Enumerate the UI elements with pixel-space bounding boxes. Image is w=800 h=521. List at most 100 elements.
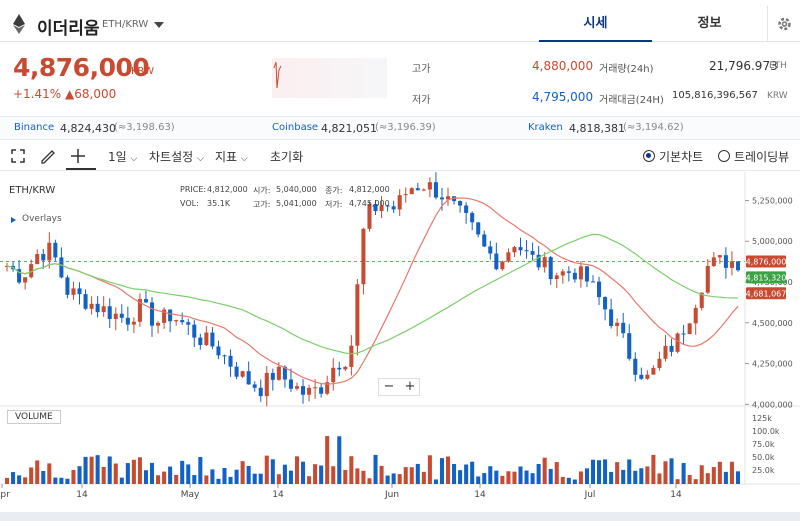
- zoom-in-button[interactable]: +: [404, 379, 416, 394]
- candle-body: [723, 255, 728, 268]
- candle-body: [494, 253, 499, 270]
- coin-select-chevron-icon[interactable]: [154, 22, 164, 28]
- candle-body: [524, 250, 529, 252]
- volume-bar: [252, 473, 257, 484]
- volume-bar: [59, 477, 64, 484]
- candle-body: [270, 372, 275, 380]
- candle-body: [361, 228, 366, 285]
- reset-button[interactable]: 초기화: [270, 150, 304, 164]
- volume-bar: [548, 468, 553, 484]
- candle-body: [168, 309, 173, 322]
- candle-body: [47, 242, 52, 261]
- candle-body: [258, 387, 263, 397]
- volume-bar: [361, 470, 366, 484]
- volume-bar: [476, 476, 481, 484]
- candle-body: [246, 371, 251, 385]
- price-badge: [746, 271, 786, 284]
- candle-body: [264, 372, 269, 397]
- candle-body: [729, 261, 734, 268]
- tab-price[interactable]: 시세: [539, 6, 652, 42]
- interval-label: 1일: [108, 150, 127, 164]
- candle-body: [59, 257, 64, 278]
- crosshair-active-indicator: [66, 168, 96, 170]
- volume-bar: [125, 463, 130, 484]
- volume-bar: [35, 460, 40, 484]
- candle-body: [186, 322, 191, 325]
- price-change: +1.41% ▲68,000: [13, 87, 116, 101]
- overlays-label[interactable]: Overlays: [22, 214, 62, 224]
- volume-bar: [385, 475, 390, 484]
- volume-bar: [693, 479, 698, 484]
- interval-select[interactable]: 1일 ⌵: [108, 148, 137, 165]
- volume-bar: [47, 463, 52, 484]
- candle-body: [35, 254, 40, 265]
- exchange-prices-row: Binance 4,824,430 (≈3,198.63) Coinbase 4…: [0, 116, 800, 140]
- date-tick-label: 14: [76, 490, 88, 500]
- candle-body: [488, 246, 493, 254]
- volume-bar: [518, 466, 523, 484]
- candle-body: [421, 189, 426, 191]
- candle-body: [518, 247, 523, 251]
- candle-body: [433, 182, 438, 198]
- volume-bar: [645, 466, 650, 484]
- volume-bar: [669, 458, 674, 484]
- volume-bar: [107, 456, 112, 484]
- tab-info[interactable]: 정보: [697, 16, 722, 31]
- tradingview-radio[interactable]: [718, 150, 730, 162]
- tradingview-label[interactable]: 트레이딩뷰: [734, 150, 790, 164]
- volume-bar: [687, 474, 692, 484]
- volume-bar: [264, 455, 269, 484]
- basic-chart-radio[interactable]: [643, 150, 655, 162]
- candle-body: [373, 203, 378, 212]
- volume-bar: [433, 479, 438, 484]
- price-badge-text: 4,681,067: [746, 289, 787, 298]
- price-unit: KRW: [131, 66, 154, 77]
- price-chart[interactable]: 5,250,0005,000,0004,750,0004,500,0004,25…: [0, 172, 800, 512]
- volume-bar: [729, 461, 734, 484]
- volume-bar: [23, 477, 28, 484]
- ohlc-close: 4,812,000: [349, 185, 390, 194]
- volume-bar: [131, 459, 136, 484]
- volume-bar: [343, 470, 348, 484]
- volume-bar: [452, 464, 457, 484]
- chart-settings-menu[interactable]: 차트설정 ⌵: [149, 148, 204, 165]
- settings-button[interactable]: [767, 6, 800, 42]
- fullscreen-icon[interactable]: [11, 149, 25, 163]
- candle-body: [113, 313, 118, 319]
- volume-bar: [705, 473, 710, 484]
- volume-bar: [349, 456, 354, 484]
- volume-bar: [89, 456, 94, 484]
- volume-bar: [216, 478, 221, 484]
- indicators-menu[interactable]: 지표 ⌵: [215, 148, 248, 165]
- candle-body: [639, 374, 644, 379]
- overlays-toggle-icon[interactable]: [11, 217, 16, 223]
- candle-body: [693, 307, 698, 324]
- volume-bar: [319, 465, 324, 484]
- pencil-icon[interactable]: [40, 148, 58, 164]
- high-value: 4,880,000: [532, 59, 594, 73]
- candle-body: [192, 324, 197, 338]
- exchange-usd-kraken: (≈3,194.62): [623, 122, 684, 133]
- zoom-controls: − +: [378, 378, 420, 396]
- volume-bar: [445, 456, 451, 484]
- ohlc-price-label: PRICE:: [180, 185, 207, 194]
- zoom-out-button[interactable]: −: [383, 379, 395, 394]
- candle-body: [385, 205, 390, 207]
- price-tick-label: 4,000,000: [752, 400, 793, 409]
- exchange-name-coinbase[interactable]: Coinbase: [272, 122, 319, 133]
- candle-body: [149, 302, 155, 326]
- volume-bar: [494, 470, 499, 484]
- candle-body: [560, 271, 565, 276]
- candle-body: [325, 382, 330, 394]
- crosshair-icon[interactable]: [70, 148, 86, 164]
- exchange-name-kraken[interactable]: Kraken: [528, 122, 563, 133]
- exchange-price-kraken: 4,818,381: [569, 122, 625, 135]
- volume-bar: [294, 456, 300, 484]
- exchange-name-binance[interactable]: Binance: [14, 122, 55, 133]
- volume-bar: [621, 469, 626, 484]
- volume-bar: [270, 459, 275, 484]
- volume-bar: [403, 467, 408, 484]
- basic-chart-label[interactable]: 기본차트: [659, 150, 704, 164]
- volume-bar: [192, 475, 197, 484]
- amount-value: 105,816,396,567: [672, 90, 758, 101]
